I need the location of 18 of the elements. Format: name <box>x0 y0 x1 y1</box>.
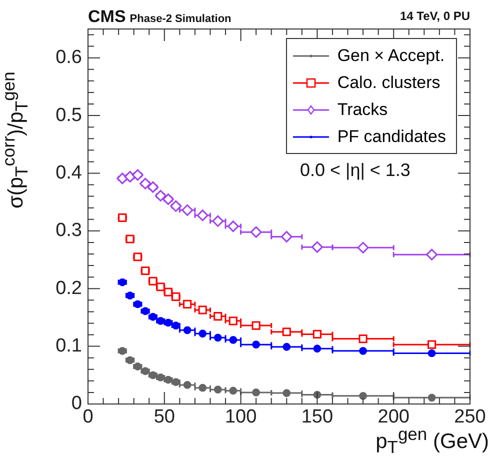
y-tick-label: 0.1 <box>56 336 82 357</box>
y-tick-label: 0.4 <box>56 162 82 184</box>
chart-subtitle: Phase-2 Simulation <box>130 13 232 25</box>
text: 14 TeV, 0 PU <box>400 9 470 23</box>
y-tick-label: 0.2 <box>56 278 82 299</box>
y-tick-label: 0.5 <box>56 104 82 126</box>
x-tick-label: 150 <box>301 406 334 428</box>
chart-title: CMS <box>88 7 126 26</box>
y-tick-label: 0 <box>71 393 82 414</box>
legend-label: PF candidates <box>337 126 446 146</box>
x-tick-label: 50 <box>154 406 175 428</box>
x-tick-label: 100 <box>224 406 257 428</box>
legend-label: Tracks <box>337 100 388 120</box>
y-tick-label: 0.3 <box>56 220 82 242</box>
legend-label: Calo. clusters <box>337 72 440 92</box>
annotation: 0.0 < |η| < 1.3 <box>300 160 410 181</box>
y-tick-label: 0.6 <box>56 47 82 68</box>
legend-label: Gen × Accept. <box>337 46 445 66</box>
